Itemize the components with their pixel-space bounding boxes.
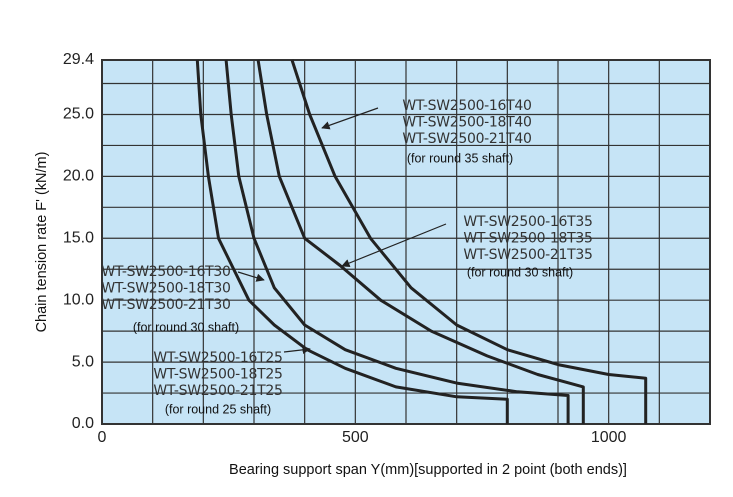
y-axis-label: Chain tension rate F' (kN/m) (34, 152, 50, 333)
x-tick-label: 1000 (591, 429, 627, 446)
annotation-label: WT-SW2500-21T35 (463, 247, 592, 263)
y-tick-label: 5.0 (72, 353, 94, 370)
x-tick-label: 0 (98, 429, 107, 446)
curve (224, 59, 570, 424)
x-axis-label: Bearing support span Y(mm)[supported in … (229, 462, 627, 478)
annotation-label: WT-SW2500-21T25 (153, 383, 282, 399)
y-tick-label: 15.0 (63, 230, 94, 247)
y-tick-label: 20.0 (63, 168, 94, 185)
annotation-arrow (341, 223, 447, 268)
annotation-arrow (283, 345, 311, 355)
annotation-label: WT-SW2500-16T35 (463, 214, 592, 230)
y-tick-label: 0.0 (72, 415, 94, 432)
annotation-label: WT-SW2500-18T35 (463, 231, 592, 247)
annotation-note: (for round 30 shaft) (133, 320, 239, 334)
annotation-note: (for round 35 shaft) (407, 151, 513, 165)
annotation-label: WT-SW2500-18T25 (153, 367, 282, 383)
annotation-label: WT-SW2500-16T25 (153, 350, 282, 366)
curve (195, 59, 509, 424)
annotation-arrow (321, 107, 379, 130)
annotation-label: WT-SW2500-21T30 (101, 297, 230, 313)
annotation-label: WT-SW2500-18T40 (402, 115, 531, 131)
x-tick-label: 500 (342, 429, 369, 446)
y-tick-label: 25.0 (63, 106, 94, 123)
y-tick-label: 29.4 (63, 51, 94, 68)
annotation-label: WT-SW2500-16T30 (101, 264, 230, 280)
annotation-arrow (237, 271, 265, 282)
annotation-label: WT-SW2500-18T30 (101, 281, 230, 297)
annotation-label: WT-SW2500-16T40 (402, 98, 531, 114)
curve (290, 59, 648, 424)
curve (256, 59, 585, 424)
y-tick-label: 10.0 (63, 291, 94, 308)
annotation-note: (for round 30 shaft) (467, 265, 573, 279)
annotation-label: WT-SW2500-21T40 (402, 131, 531, 147)
plot-border (101, 59, 711, 425)
annotation-note: (for round 25 shaft) (165, 402, 271, 416)
